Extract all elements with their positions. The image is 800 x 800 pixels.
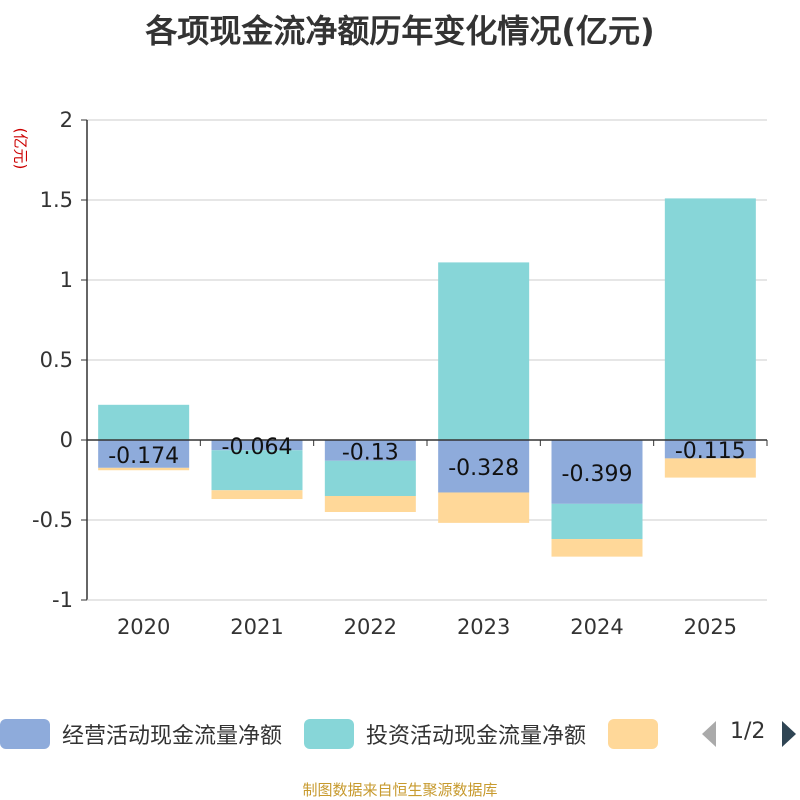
bar-2020-series-2 — [98, 467, 190, 471]
bar-2025-series-2 — [664, 458, 756, 478]
bar-2025-series-0 — [664, 440, 756, 459]
bar-2024-series-0 — [551, 440, 643, 504]
x-tick-label: 2021 — [230, 615, 283, 639]
legend-page-indicator: 1/2 — [730, 719, 766, 744]
bar-2023-series-0 — [438, 440, 530, 493]
y-tick-label: 0 — [60, 428, 73, 452]
bar-2022-series-0 — [324, 440, 416, 461]
legend-swatch-operating — [0, 719, 50, 749]
legend-next-page-icon[interactable] — [780, 720, 798, 748]
bar-2021-series-1 — [211, 450, 303, 491]
legend-swatch-investing — [304, 719, 355, 749]
data-label-2021: -0.064 — [222, 435, 293, 460]
legend: 经营活动现金流量净额 投资活动现金流量净额 1/2 — [0, 712, 800, 756]
bar-2020-series-0 — [98, 440, 190, 468]
legend-label-operating: 经营活动现金流量净额 — [62, 724, 283, 749]
x-tick-label: 2025 — [684, 615, 737, 639]
y-tick-label: 1 — [60, 268, 73, 292]
bar-2021-series-0 — [211, 440, 303, 451]
y-tick-label: 2 — [60, 108, 73, 132]
x-tick-label: 2024 — [570, 615, 623, 639]
data-label-2022: -0.13 — [342, 440, 399, 465]
x-tick-label: 2020 — [117, 615, 170, 639]
chart-title: 各项现金流净额历年变化情况(亿元) — [145, 12, 655, 50]
bar-2024-series-1 — [551, 503, 643, 540]
y-tick-label: -0.5 — [32, 508, 73, 532]
data-label-2025: -0.115 — [675, 439, 746, 464]
bar-2020-series-1 — [98, 404, 190, 440]
y-tick-label: 0.5 — [40, 348, 73, 372]
data-label-2020: -0.174 — [108, 444, 179, 469]
y-tick-label: -1 — [52, 588, 73, 612]
bar-2023-series-1 — [438, 262, 530, 440]
legend-item-financing[interactable] — [608, 719, 670, 749]
legend-prev-page-icon[interactable] — [700, 720, 718, 748]
bar-2021-series-2 — [211, 490, 303, 500]
legend-label-investing: 投资活动现金流量净额 — [366, 724, 587, 749]
bar-2025-series-1 — [664, 198, 756, 440]
y-tick-label: 1.5 — [40, 188, 73, 212]
legend-item-operating[interactable]: 经营活动现金流量净额 — [0, 718, 282, 750]
x-tick-label: 2022 — [344, 615, 397, 639]
bar-2024-series-2 — [551, 539, 643, 557]
bar-2023-series-2 — [438, 492, 530, 523]
data-label-2024: -0.399 — [562, 462, 633, 487]
legend-swatch-financing — [608, 719, 659, 749]
bar-2022-series-1 — [324, 460, 416, 496]
legend-item-investing[interactable]: 投资活动现金流量净额 — [304, 718, 586, 750]
data-label-2023: -0.328 — [448, 456, 519, 481]
x-tick-label: 2023 — [457, 615, 510, 639]
bar-2022-series-2 — [324, 496, 416, 512]
source-note: 制图数据来自恒生聚源数据库 — [302, 781, 498, 799]
